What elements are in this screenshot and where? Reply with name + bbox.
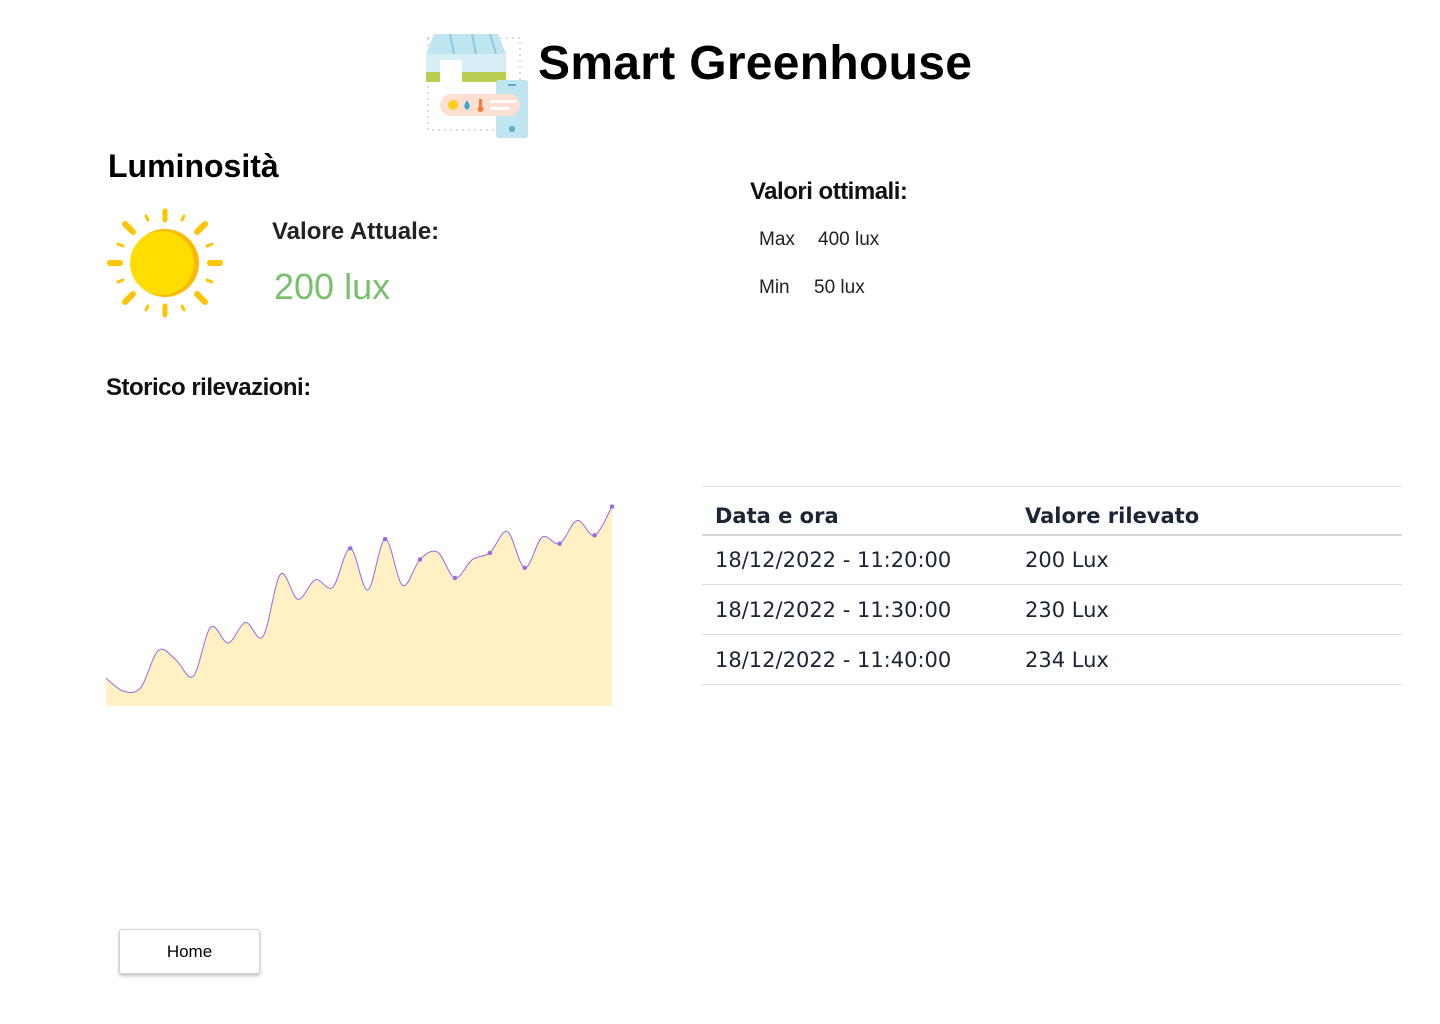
chart-point: [557, 541, 562, 546]
readings-table: Data e ora Valore rilevato 18/12/2022 - …: [702, 486, 1402, 685]
chart-point: [522, 565, 527, 570]
chart-area-fill: [106, 506, 612, 706]
table-row: 18/12/2022 - 11:40:00 234 Lux: [702, 634, 1402, 685]
current-value: 200 lux: [274, 266, 391, 307]
sensor-title: Luminosità: [108, 148, 279, 184]
chart-point: [417, 557, 423, 562]
optimal-min-value: 50 lux: [814, 277, 865, 298]
column-header-value: Valore rilevato: [1012, 486, 1402, 536]
current-value-label: Valore Attuale:: [272, 218, 440, 245]
chart-point: [452, 575, 458, 581]
column-header-datetime: Data e ora: [702, 486, 1012, 536]
chart-point: [592, 533, 597, 538]
table-row: 18/12/2022 - 11:30:00 230 Lux: [702, 584, 1402, 635]
cell-datetime: 18/12/2022 - 11:20:00: [702, 534, 1012, 585]
chart-point: [487, 550, 493, 556]
optimal-min-label: Min: [759, 277, 790, 298]
cell-value: 200 Lux: [1012, 534, 1402, 585]
cell-datetime: 18/12/2022 - 11:40:00: [702, 634, 1012, 685]
history-title: Storico rilevazioni:: [106, 374, 311, 401]
optimal-max-value: 400 lux: [818, 229, 880, 250]
table-row: 18/12/2022 - 11:20:00 200 Lux: [702, 534, 1402, 585]
cell-value: 230 Lux: [1012, 584, 1402, 635]
home-button[interactable]: Home: [119, 929, 260, 974]
optimal-max-label: Max: [759, 229, 795, 250]
cell-value: 234 Lux: [1012, 634, 1402, 685]
history-area-chart: [106, 504, 614, 706]
table-header-row: Data e ora Valore rilevato: [702, 486, 1402, 536]
chart-point: [348, 546, 353, 551]
sun-icon: [106, 208, 224, 318]
optimal-values-title: Valori ottimali:: [750, 178, 908, 205]
app-title: Smart Greenhouse: [538, 37, 973, 90]
cell-datetime: 18/12/2022 - 11:30:00: [702, 584, 1012, 635]
greenhouse-icon: [420, 30, 532, 140]
chart-point: [609, 504, 614, 509]
chart-point: [382, 536, 388, 542]
